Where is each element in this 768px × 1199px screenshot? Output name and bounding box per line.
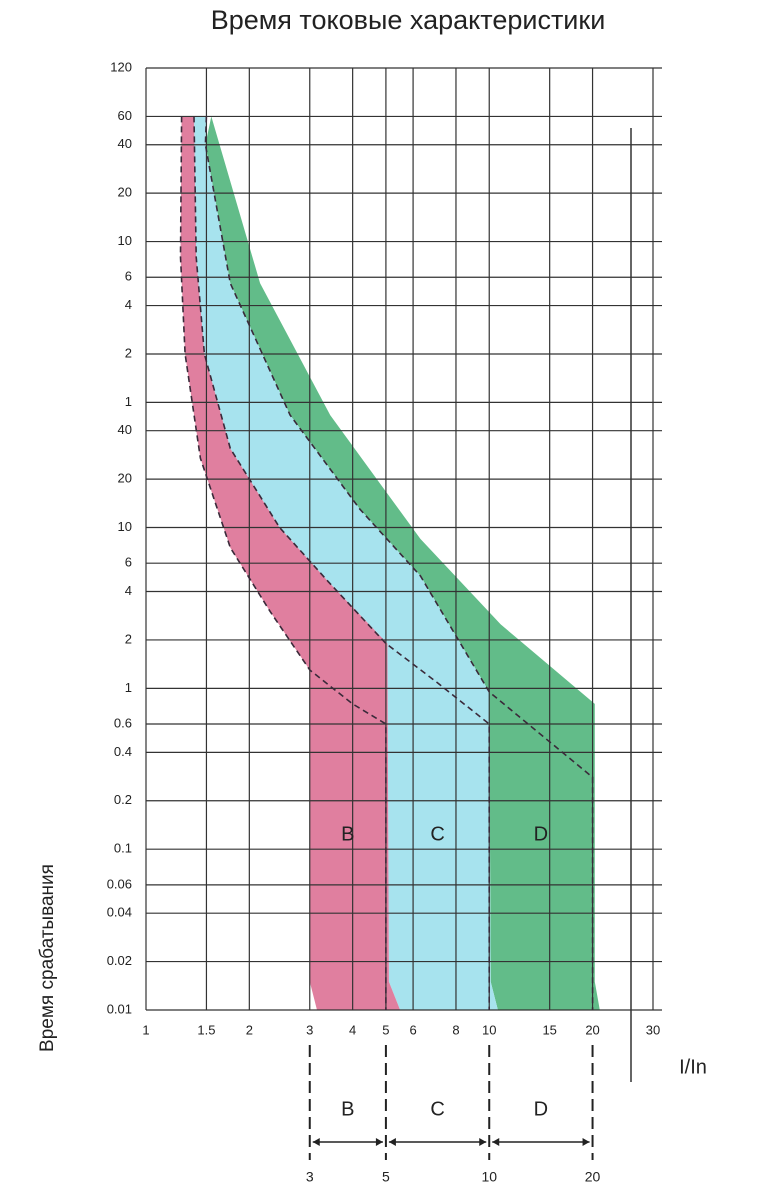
y-tick-label: 6: [125, 555, 132, 570]
y-tick-label: 0.01: [107, 1001, 132, 1016]
y-tick-label: 40: [118, 422, 132, 437]
y-tick-label: 4: [125, 583, 132, 598]
y-tick-label: 120: [110, 59, 132, 74]
x-tick-label: 1.5: [197, 1022, 215, 1037]
zone-scale-label: B: [341, 1098, 354, 1120]
y-tick-label: 10: [118, 519, 132, 534]
x-tick-label: 20: [585, 1022, 599, 1037]
y-tick-label: 0.06: [107, 876, 132, 891]
dashed-curve: [193, 116, 490, 1010]
y-tick-label: 0.4: [114, 744, 132, 759]
y-tick-label: 4: [125, 297, 132, 312]
zone-area: [205, 116, 600, 1010]
chart-title: Время токовые характеристики: [211, 5, 606, 35]
x-tick-label: 1: [142, 1022, 149, 1037]
x-tick-label: 5: [382, 1022, 389, 1037]
y-tick-label: 20: [118, 185, 132, 200]
y-tick-label: 2: [125, 345, 132, 360]
y-tick-label: 0.04: [107, 905, 132, 920]
x-tick-label: 4: [349, 1022, 356, 1037]
zone-tick-label: 5: [382, 1169, 390, 1185]
x-tick-label: 6: [409, 1022, 416, 1037]
zone-label: B: [341, 823, 354, 845]
zone-scale-label: C: [430, 1098, 444, 1120]
y-tick-label: 1: [125, 680, 132, 695]
y-tick-label: 2: [125, 631, 132, 646]
zone-scale-label: D: [534, 1098, 548, 1120]
y-tick-label: 10: [118, 233, 132, 248]
x-tick-label: 2: [246, 1022, 253, 1037]
y-tick-label: 40: [118, 136, 132, 151]
zone-label: C: [430, 823, 444, 845]
zone-tick-label: 10: [481, 1169, 497, 1185]
y-tick-label: 60: [118, 108, 132, 123]
x-tick-label: 8: [452, 1022, 459, 1037]
x-tick-label: 10: [482, 1022, 496, 1037]
y-tick-label: 0.1: [114, 841, 132, 856]
y-axis-label: Время срабатывания: [37, 864, 58, 1052]
x-tick-label: 3: [306, 1022, 313, 1037]
y-tick-label: 0.2: [114, 792, 132, 807]
y-tick-label: 6: [125, 269, 132, 284]
x-tick-label: 15: [542, 1022, 556, 1037]
x-tick-label: 30: [646, 1022, 660, 1037]
zone-label: D: [534, 823, 548, 845]
y-tick-label: 0.6: [114, 715, 132, 730]
dashed-curve: [204, 116, 594, 1010]
y-tick-label: 1: [125, 394, 132, 409]
zone-tick-label: 20: [585, 1169, 601, 1185]
zone-tick-label: 3: [306, 1169, 314, 1185]
x-axis-label: I/In: [679, 1056, 707, 1078]
y-tick-label: 20: [118, 471, 132, 486]
dashed-curve: [179, 116, 387, 1010]
y-tick-label: 0.02: [107, 953, 132, 968]
